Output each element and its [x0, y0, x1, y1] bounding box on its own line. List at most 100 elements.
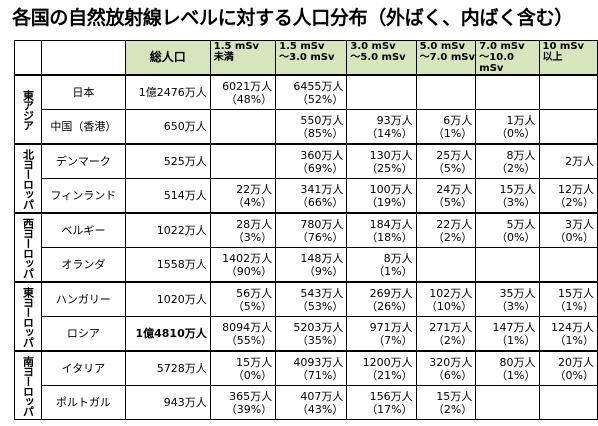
population-percent: （43%） [296, 402, 344, 416]
population-cell [415, 74, 477, 110]
header-dose-bin: 1.5 mSv ～3.0 mSv [275, 40, 348, 76]
population-percent: （90%） [225, 264, 273, 278]
population-cell: 100万人 （19%） [346, 178, 417, 214]
population-value: 365万人 [229, 389, 273, 403]
population-cell: 269万人 （26%） [346, 281, 417, 317]
population-cell: 407万人 （43%） [275, 385, 348, 420]
population-value: 320万人 [429, 355, 473, 369]
dose-bin-line1: 7.0 mSv [479, 41, 525, 52]
population-cell: 80万人 （1%） [475, 350, 540, 386]
population-cell: 25万人 （5%） [415, 143, 477, 179]
population-value: 130万人 [369, 148, 413, 162]
population-cell [415, 247, 477, 283]
table-row: 東アジア 日本 1億2476万人 6021万人 （48%） 6455万人 （52%） [14, 74, 598, 145]
population-cell: 20万人 （0%） [538, 350, 598, 386]
population-cell: 22万人 （4%） [209, 178, 277, 214]
population-value: 5203万人 [293, 320, 344, 334]
header-dose-bin: 3.0 mSv ～5.0 mSv [346, 40, 417, 76]
header-dose-bin: 5.0 mSv ～7.0 mSv [415, 40, 477, 76]
dose-bin-line2: ～5.0 mSv [350, 52, 406, 63]
population-cell: 3万人 （0%） [538, 212, 598, 248]
population-value: 271万人 [429, 320, 473, 334]
population-value: 8万人 [383, 251, 413, 265]
population-value: 5万人 [506, 217, 536, 231]
population-value: 80万人 [499, 355, 536, 369]
dose-bin-line1: 1.5 mSv [213, 41, 260, 52]
population-cell: 130万人 （25%） [346, 143, 417, 179]
dose-bin-line2: 以上 [542, 52, 563, 63]
region-label: 東アジア [14, 74, 42, 145]
population-value: 25万人 [436, 148, 473, 162]
total-population: 650万人 [124, 109, 211, 145]
population-cell: 8万人 （2%） [475, 143, 540, 179]
population-percent: （10%） [425, 299, 473, 313]
radiation-population-table: 総人口 1.5 mSv 未満 1.5 mSv ～3.0 mSv 3.0 mSv ～5.0 m… [14, 40, 598, 420]
population-percent: （69%） [296, 161, 344, 175]
population-cell: 156万人 （17%） [346, 385, 417, 420]
population-cell [538, 74, 598, 110]
population-value: 360万人 [300, 148, 344, 162]
population-cell: 15万人 （3%） [475, 178, 540, 214]
population-cell [209, 143, 277, 179]
population-value: 269万人 [369, 286, 413, 300]
population-cell: 1万人 （0%） [475, 109, 540, 145]
population-cell: 6455万人 （52%） [275, 74, 348, 110]
population-percent: （2%） [496, 161, 536, 175]
table-row: 北ヨーロッパ デンマーク 525万人 360万人 （69%） 130万人 （25%） 25万人… [14, 143, 598, 214]
population-cell: 56万人 （5%） [209, 281, 277, 317]
population-percent: （3%） [496, 299, 536, 313]
population-value: 8万人 [506, 148, 536, 162]
population-percent: （5%） [232, 299, 273, 313]
region-label: 東ヨーロッパ [14, 281, 42, 352]
population-cell: 360万人 （69%） [275, 143, 348, 179]
population-cell [538, 109, 598, 145]
population-cell: 15万人 （2%） [415, 385, 477, 420]
total-population: 5728万人 [124, 350, 211, 386]
total-population: 1億2476万人 [124, 74, 211, 110]
population-value: 6455万人 [293, 79, 344, 93]
population-value: 971万人 [369, 320, 413, 334]
population-percent: （76%） [296, 230, 344, 244]
header-row: 総人口 1.5 mSv 未満 1.5 mSv ～3.0 mSv 3.0 mSv ～5.0 m… [14, 40, 598, 76]
population-cell: 24万人 （5%） [415, 178, 477, 214]
dose-bin-line2: 未満 [213, 52, 234, 63]
population-percent: （0%） [496, 126, 536, 140]
table-row: ロシア 1億4810万人 8094万人 （55%） 5203万人 （35%） 971万人 （7… [15, 316, 598, 352]
population-value: 35万人 [499, 286, 536, 300]
population-percent: （0%） [496, 230, 536, 244]
population-value: 148万人 [300, 251, 344, 265]
population-percent: （14%） [366, 126, 413, 140]
population-cell: 4093万人 （71%） [275, 350, 348, 386]
population-percent: （1%） [432, 126, 473, 140]
population-value: 1200万人 [362, 355, 413, 369]
page-title: 各国の自然放射線レベルに対する人口分布（外ばく、内ばく含む） [12, 7, 574, 29]
population-percent: （25%） [366, 161, 413, 175]
population-value: 156万人 [369, 389, 413, 403]
header-blank-cell [14, 40, 42, 76]
country-name: オランダ [41, 247, 126, 283]
population-value: 15万人 [558, 286, 594, 300]
population-percent: （2%） [432, 402, 473, 416]
population-percent: （1%） [554, 299, 594, 313]
population-cell: 780万人 （76%） [275, 212, 348, 248]
population-percent: （9%） [303, 264, 344, 278]
population-value: 15万人 [499, 182, 536, 196]
population-percent: （3%） [496, 195, 536, 209]
table-row: 南ヨーロッパ イタリア 5728万人 15万人 （0%） 4093万人 （71%） 1200万… [14, 350, 598, 420]
population-cell: 35万人 （3%） [475, 281, 540, 317]
table-row: フィンランド 514万人 22万人 （4%） 341万人 （66%） 100万人 （19%） 2… [15, 178, 598, 214]
population-percent: （19%） [366, 195, 413, 209]
population-cell: 365万人 （39%） [209, 385, 277, 420]
population-percent: （26%） [366, 299, 413, 313]
population-cell: 971万人 （7%） [346, 316, 417, 352]
population-cell [538, 385, 598, 420]
country-name: ロシア [41, 316, 126, 352]
population-percent: （35%） [296, 333, 344, 347]
population-cell: 22万人 （2%） [415, 212, 477, 248]
population-percent: （48%） [225, 92, 273, 106]
total-population: 514万人 [124, 178, 211, 214]
dose-bin-line1: 1.5 mSv [279, 41, 325, 52]
country-name: 中国（香港） [41, 109, 126, 145]
total-population: 525万人 [124, 143, 211, 179]
header-total-population: 総人口 [124, 40, 211, 76]
